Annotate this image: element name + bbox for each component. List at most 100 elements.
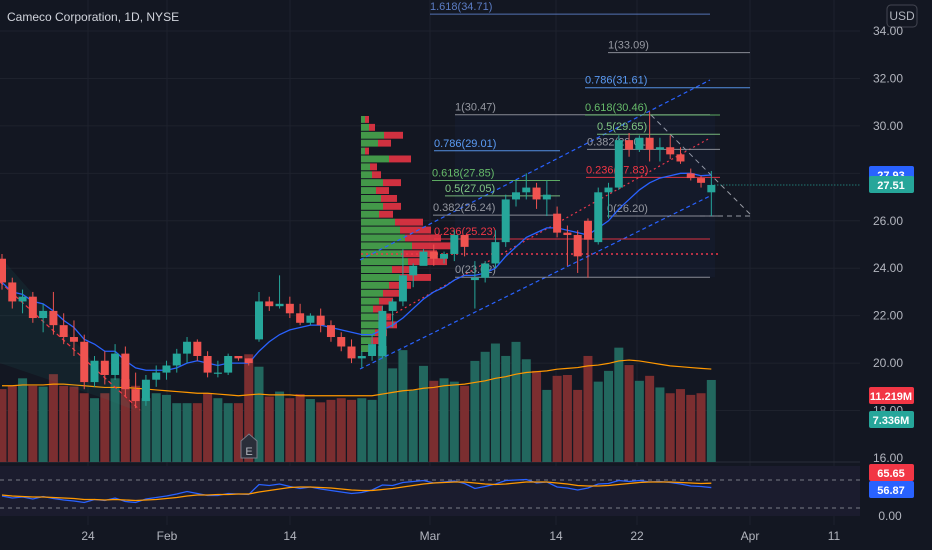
fib-level-label: 0.236(25.23) bbox=[434, 226, 496, 238]
price-tick-label: 20.00 bbox=[873, 356, 903, 370]
candle-body bbox=[316, 315, 325, 326]
candle-body bbox=[306, 315, 315, 323]
currency-label: USD bbox=[889, 9, 915, 23]
profile-bar-down bbox=[379, 297, 393, 305]
profile-bar-up bbox=[361, 163, 370, 171]
candle-body bbox=[614, 140, 623, 188]
volume-bar bbox=[295, 394, 305, 462]
volume-bar bbox=[336, 398, 346, 462]
profile-bar-up bbox=[361, 289, 383, 297]
candle-body bbox=[450, 235, 459, 254]
profile-bar-down bbox=[384, 131, 403, 139]
volume-bar bbox=[655, 387, 665, 462]
price-badge bbox=[869, 387, 914, 404]
volume-bar bbox=[110, 378, 120, 462]
volume-bar bbox=[552, 375, 562, 462]
candle-body bbox=[347, 346, 356, 359]
candle-body bbox=[162, 365, 171, 373]
volume-bar bbox=[367, 399, 377, 462]
volume-bar bbox=[706, 379, 716, 462]
price-badge bbox=[869, 481, 914, 498]
profile-bar-down bbox=[381, 195, 397, 202]
ema-fill bbox=[0, 256, 136, 411]
volume-bar bbox=[233, 403, 243, 462]
currency-button[interactable]: USD bbox=[886, 4, 918, 28]
volume-bar bbox=[439, 378, 449, 462]
volume-bar bbox=[254, 366, 264, 462]
chart-title: Cameco Corporation, 1D, NYSE bbox=[7, 10, 179, 24]
price-badge bbox=[869, 464, 914, 481]
profile-bar-down bbox=[412, 242, 453, 250]
candle-body bbox=[213, 372, 222, 374]
volume-bar bbox=[634, 380, 644, 462]
candle-body bbox=[553, 213, 562, 233]
profile-bar-up bbox=[361, 266, 392, 273]
volume-bar bbox=[100, 393, 110, 462]
profile-bar-down bbox=[408, 258, 447, 266]
profile-bar-down bbox=[383, 179, 401, 187]
volume-ma-line bbox=[2, 359, 712, 397]
volume-bar bbox=[48, 374, 58, 462]
volume-bar bbox=[696, 393, 706, 462]
volume-bar bbox=[203, 393, 213, 462]
profile-bar-up bbox=[361, 123, 369, 131]
volume-bar bbox=[131, 385, 141, 462]
rsi-panel bbox=[1, 478, 712, 504]
date-axis[interactable]: 24 Feb 14 Mar 14 22 Apr 11 bbox=[81, 529, 840, 543]
profile-bar-up bbox=[361, 155, 389, 163]
profile-bar-up bbox=[361, 313, 378, 321]
profile-bar-up bbox=[361, 116, 365, 123]
candle-body bbox=[583, 220, 592, 240]
fib-level-label: 1.618(34.71) bbox=[430, 1, 492, 13]
volume-bar bbox=[28, 385, 38, 462]
rsi-band bbox=[0, 466, 860, 516]
candle-body bbox=[80, 341, 89, 383]
profile-bar-down bbox=[383, 202, 401, 210]
candle-body bbox=[594, 192, 603, 243]
profile-bar-down bbox=[379, 210, 393, 218]
volume-bar bbox=[357, 398, 367, 462]
volume-bar bbox=[511, 341, 521, 462]
fib-level-label: 0.5(29.65) bbox=[597, 121, 647, 133]
price-axis[interactable]: 34.0032.0030.0028.0026.0024.0022.0020.00… bbox=[873, 24, 903, 523]
candle-body bbox=[419, 251, 428, 266]
fib-level-label: 1(30.47) bbox=[455, 102, 496, 114]
profile-bar-down bbox=[376, 187, 389, 194]
profile-bar-up bbox=[361, 147, 365, 155]
candle-body bbox=[676, 154, 685, 162]
candle-body bbox=[265, 301, 274, 307]
profile-bar-down bbox=[400, 274, 431, 281]
profile-bar-up bbox=[361, 258, 408, 266]
profile-bar-up bbox=[361, 281, 389, 289]
profile-bar-down bbox=[405, 234, 441, 242]
volume-bar bbox=[223, 403, 233, 462]
profile-bar-down bbox=[369, 123, 375, 131]
volume-bar bbox=[213, 398, 223, 462]
profile-bar-up bbox=[361, 171, 372, 179]
price-badge-label: 11.219M bbox=[870, 391, 912, 403]
volume-bar bbox=[326, 399, 336, 462]
fib-level-label: 0(26.20) bbox=[607, 203, 648, 215]
volume-bar bbox=[501, 355, 511, 462]
volume-bar bbox=[141, 398, 151, 462]
profile-bar-down bbox=[373, 305, 383, 313]
volume-bar bbox=[532, 370, 542, 462]
volume-bar bbox=[542, 389, 552, 462]
candle-body bbox=[244, 358, 253, 364]
profile-bar-down bbox=[372, 171, 381, 179]
candle-body bbox=[686, 173, 695, 179]
date-tick-label: Mar bbox=[420, 529, 441, 543]
volume-bar bbox=[449, 381, 459, 462]
candle-body bbox=[388, 301, 397, 311]
profile-bar-down bbox=[395, 218, 423, 226]
profile-bar-up bbox=[361, 210, 379, 218]
candle-body bbox=[666, 147, 675, 155]
volume-bar bbox=[408, 389, 418, 462]
candle-body bbox=[491, 242, 500, 264]
earnings-marker[interactable]: E bbox=[240, 433, 258, 459]
volume-bar bbox=[90, 398, 100, 462]
profile-bar-down bbox=[378, 139, 391, 147]
candle-body bbox=[470, 277, 479, 281]
candle-body bbox=[152, 372, 161, 380]
